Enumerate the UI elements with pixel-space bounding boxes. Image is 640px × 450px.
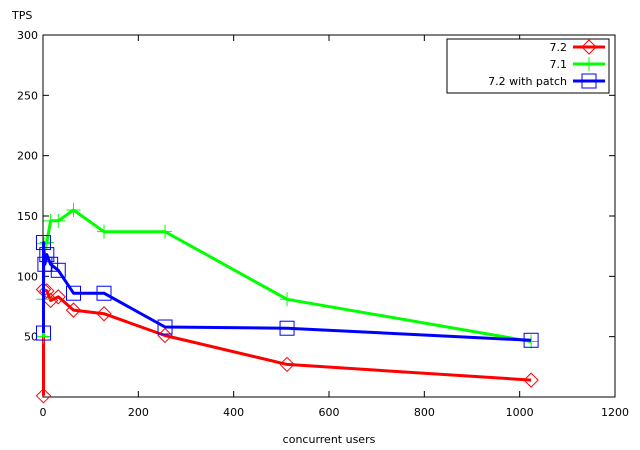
legend-label: 7.2 <box>550 41 568 54</box>
series-2 <box>35 235 539 348</box>
data-point <box>50 262 66 278</box>
series-line <box>42 241 532 342</box>
data-point <box>66 202 81 217</box>
data-point <box>42 292 59 309</box>
x-axis: 0 200 400 600 800 1000 1200 <box>40 35 629 419</box>
data-point <box>279 356 295 373</box>
data-point <box>43 256 59 272</box>
x-tick-label: 200 <box>128 406 149 419</box>
data-point <box>280 292 295 307</box>
data-point <box>157 327 173 344</box>
y-tick-label: 300 <box>17 29 38 42</box>
legend-marker <box>581 73 597 89</box>
x-tick-label: 800 <box>414 406 435 419</box>
data-point <box>279 320 295 336</box>
legend: 7.2 7.1 7.2 with patch <box>446 38 610 94</box>
legend-label: 7.2 with patch <box>488 75 567 88</box>
x-tick-label: 0 <box>40 406 47 419</box>
data-point <box>50 289 66 305</box>
x-tick-label: 1000 <box>506 406 534 419</box>
x-tick-label: 600 <box>319 406 340 419</box>
x-axis-label: concurrent users <box>283 433 376 446</box>
y-tick-label: 50 <box>24 331 38 344</box>
legend-items: 7.2 7.1 7.2 with patch <box>488 39 605 89</box>
data-point <box>157 319 173 335</box>
data-point <box>96 306 112 322</box>
legend-label: 7.1 <box>550 58 568 71</box>
data-point <box>66 285 82 301</box>
data-point <box>523 332 539 348</box>
series-line <box>42 288 532 396</box>
legend-marker <box>581 39 597 55</box>
y-tick-label: 200 <box>17 150 38 163</box>
data-point <box>51 213 66 228</box>
data-point <box>35 235 51 251</box>
y-tick-label: 100 <box>17 270 38 283</box>
y-tick-label: 150 <box>17 210 38 223</box>
series-0 <box>35 281 539 404</box>
x-tick-label: 1200 <box>601 406 629 419</box>
x-tick-label: 400 <box>223 406 244 419</box>
data-point <box>65 302 82 318</box>
series-line <box>42 208 532 343</box>
series-1 <box>36 202 539 349</box>
data-point <box>158 224 173 239</box>
data-point <box>96 285 112 301</box>
data-point <box>39 247 55 263</box>
legend-marker <box>582 57 596 71</box>
data-point <box>35 388 52 404</box>
y-axis: 50 100 150 200 250 300 <box>17 29 615 344</box>
y-tick-label: 250 <box>17 89 38 102</box>
data-point <box>97 224 112 239</box>
data-point <box>523 372 539 388</box>
y-axis-label: TPS <box>11 9 32 22</box>
series-layer <box>35 202 539 404</box>
data-point <box>35 325 51 341</box>
